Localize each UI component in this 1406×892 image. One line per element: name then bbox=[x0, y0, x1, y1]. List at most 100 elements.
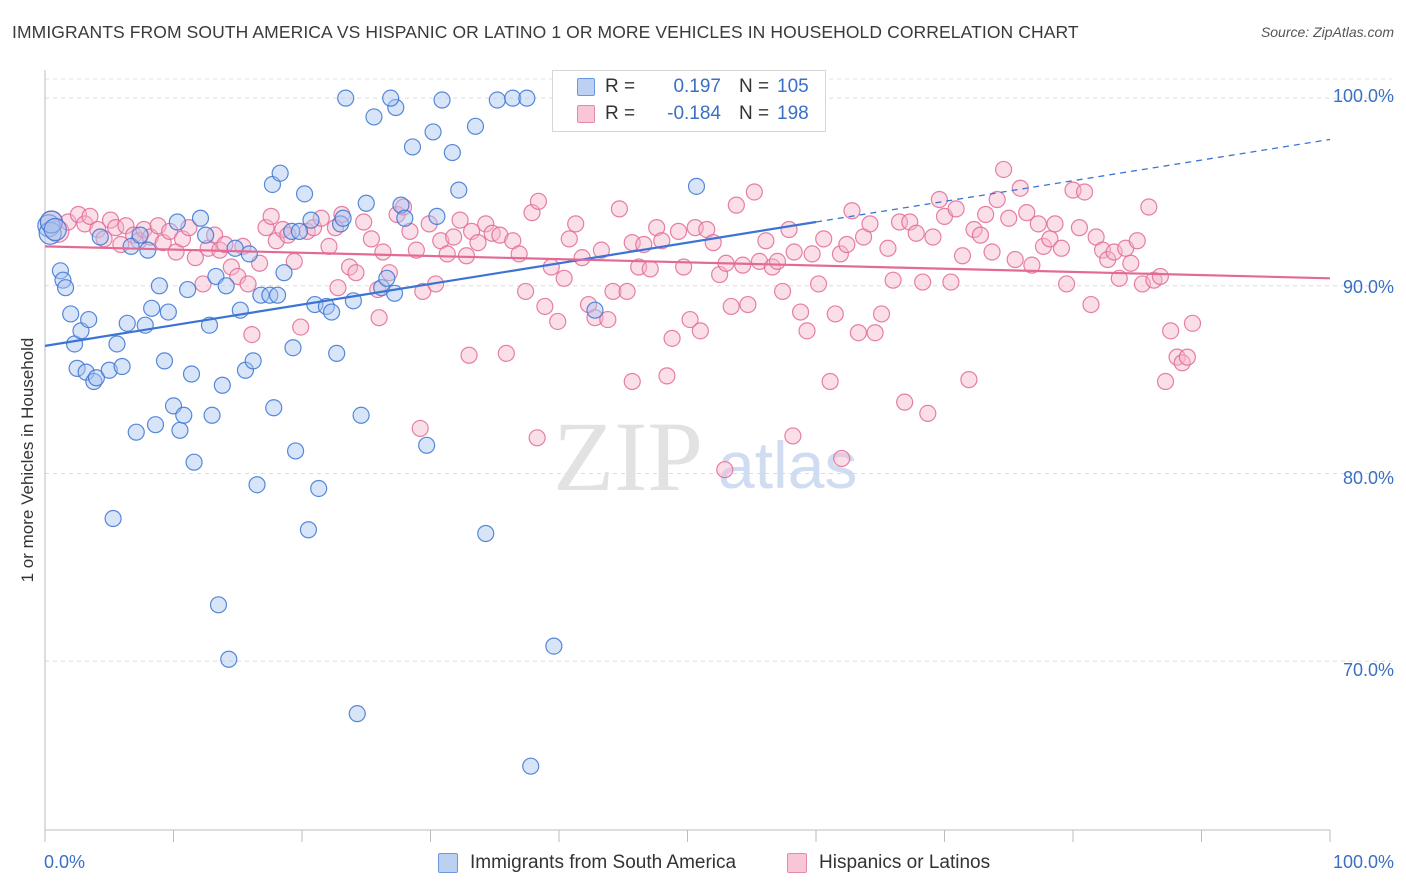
south-america-point bbox=[322, 303, 341, 321]
hispanics-point bbox=[1023, 256, 1041, 274]
hispanics-point bbox=[1162, 322, 1180, 340]
south-america-point bbox=[168, 213, 186, 231]
hispanics-point bbox=[727, 196, 745, 214]
south-america-point bbox=[122, 237, 140, 255]
hispanics-point bbox=[477, 215, 495, 233]
legend-n-label: N = bbox=[739, 103, 770, 124]
south-america-point bbox=[687, 177, 706, 195]
south-america-point bbox=[179, 280, 197, 299]
south-america-point bbox=[428, 207, 446, 225]
y-axis-label: 1 or more Vehicles in Household bbox=[18, 337, 37, 583]
hispanics-point bbox=[497, 344, 515, 362]
south-america-point bbox=[43, 217, 67, 242]
trend-lines bbox=[44, 138, 1331, 347]
south-america-point bbox=[418, 436, 436, 454]
south-america-point bbox=[504, 89, 522, 107]
hispanics-point bbox=[773, 282, 792, 301]
hispanics-point bbox=[930, 190, 948, 209]
south-america-point bbox=[477, 524, 495, 543]
south-america-point bbox=[310, 479, 328, 498]
hispanics-point bbox=[884, 271, 902, 289]
axes bbox=[44, 70, 1331, 842]
hispanics-point bbox=[669, 222, 688, 240]
hispanics-point bbox=[896, 393, 914, 411]
hispanics-point bbox=[1046, 215, 1064, 233]
watermark-zip: ZIP bbox=[553, 401, 703, 512]
hispanics-point bbox=[407, 241, 425, 259]
hispanics-point bbox=[567, 215, 585, 233]
hispanics-point bbox=[815, 230, 833, 248]
south-america-point bbox=[127, 423, 145, 441]
legend-r-label: R = bbox=[605, 103, 636, 124]
bottom-legend-label-hispanics: Hispanics or Latinos bbox=[819, 852, 991, 873]
hispanics-point bbox=[919, 404, 937, 423]
hispanics-point bbox=[734, 256, 752, 274]
hispanics-point bbox=[1140, 198, 1158, 216]
hispanics-point bbox=[451, 211, 469, 229]
south-america-point bbox=[252, 286, 270, 304]
hispanics-point bbox=[791, 303, 810, 321]
hispanics-point bbox=[1183, 314, 1202, 332]
hispanics-point bbox=[604, 282, 622, 301]
south-america-point bbox=[131, 226, 149, 244]
legend-n-value: 105 bbox=[777, 76, 809, 97]
south-america-point bbox=[203, 406, 221, 424]
hispanics-point bbox=[681, 310, 699, 329]
south-america-point bbox=[150, 277, 168, 295]
south-america-point bbox=[518, 89, 536, 107]
hispanics-point bbox=[872, 305, 891, 323]
south-america-point bbox=[271, 164, 289, 182]
south-america-point bbox=[265, 399, 283, 417]
y-tick-80: 80.0% bbox=[1342, 468, 1394, 488]
south-america-point bbox=[357, 194, 375, 212]
hispanics-point bbox=[592, 241, 611, 259]
hispanics-point bbox=[849, 324, 868, 342]
south-america-point bbox=[80, 310, 98, 329]
south-america-point bbox=[146, 416, 165, 434]
south-america-point bbox=[143, 299, 161, 317]
hispanics-point bbox=[1006, 250, 1024, 269]
hispanics-point bbox=[768, 252, 787, 271]
hispanics-point bbox=[716, 461, 734, 479]
x-tick-100: 100.0% bbox=[1332, 852, 1394, 872]
hispanics-point bbox=[1018, 204, 1036, 222]
south-america-point bbox=[171, 421, 189, 439]
hispanics-point bbox=[971, 226, 990, 244]
hispanics-point bbox=[803, 245, 821, 263]
south-america-point bbox=[348, 705, 366, 723]
south-america-point bbox=[403, 138, 422, 156]
south-america-point bbox=[302, 211, 320, 229]
hispanics-point bbox=[549, 312, 567, 331]
south-america-point bbox=[286, 442, 305, 460]
south-america-point bbox=[299, 521, 318, 539]
hispanics-point bbox=[798, 322, 816, 340]
hispanics-point bbox=[988, 190, 1006, 209]
hispanics-point bbox=[1000, 209, 1018, 227]
hispanics-point bbox=[914, 273, 932, 291]
hispanics-point bbox=[292, 318, 310, 336]
south-america-point bbox=[68, 359, 86, 377]
hispanics-point bbox=[623, 372, 641, 391]
y-tick-70: 70.0% bbox=[1342, 660, 1394, 680]
bottom-legend: Immigrants from South America Hispanics … bbox=[0, 852, 1406, 878]
hispanics-point bbox=[401, 222, 419, 240]
hispanics-point bbox=[262, 207, 280, 225]
hispanics-point bbox=[1122, 254, 1140, 272]
south-america-point bbox=[91, 228, 109, 246]
hispanics-point bbox=[599, 310, 617, 329]
hispanics-point bbox=[658, 367, 676, 385]
south-america-point bbox=[443, 143, 461, 162]
south-america-point bbox=[118, 314, 136, 332]
hispanics-point bbox=[560, 230, 578, 248]
hispanics-point bbox=[1110, 269, 1128, 287]
legend-n-label: N = bbox=[739, 76, 770, 97]
hispanics-point bbox=[1156, 372, 1175, 391]
south-america-point bbox=[466, 117, 485, 135]
hispanics-point bbox=[194, 275, 212, 293]
south-america-point bbox=[56, 279, 75, 297]
legend-row-south-america: R = 0.197 N = 105 bbox=[577, 75, 809, 99]
hispanics-point bbox=[924, 228, 942, 246]
south-america-point bbox=[392, 196, 410, 214]
bottom-legend-south-america: Immigrants from South America bbox=[438, 852, 736, 874]
hispanics-point bbox=[312, 209, 330, 227]
